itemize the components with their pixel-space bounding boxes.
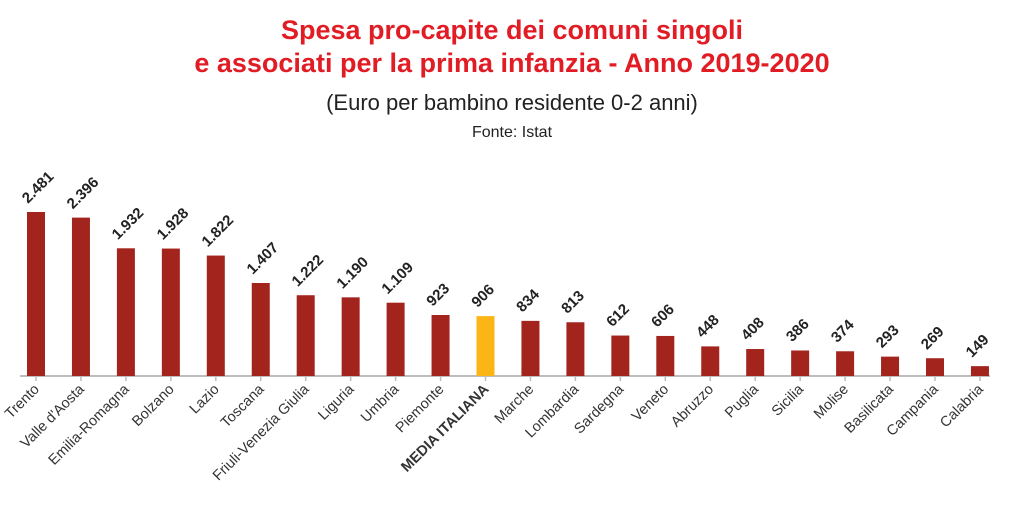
value-label-12: 813	[558, 287, 588, 317]
value-label-3: 1.928	[154, 205, 193, 244]
value-label-4: 1.822	[199, 212, 238, 251]
value-label-18: 374	[828, 316, 858, 346]
bar-17	[791, 350, 810, 376]
value-label-0: 2.481	[19, 168, 58, 207]
bar-14	[656, 335, 675, 376]
chart-subtitle: (Euro per bambino residente 0-2 anni)	[326, 90, 698, 115]
value-label-14: 606	[648, 301, 678, 331]
bar-18	[836, 351, 855, 376]
bar-15	[701, 346, 720, 376]
bar-7	[341, 297, 360, 376]
category-label-17: Sicilia	[769, 381, 808, 420]
bar-10	[476, 316, 495, 376]
value-label-7: 1.190	[333, 254, 372, 293]
category-label-21: Calabria	[937, 381, 987, 431]
category-label-10: MEDIA ITALIANA	[398, 381, 492, 475]
category-label-14: Veneto	[629, 382, 672, 425]
bar-8	[386, 302, 405, 376]
value-label-8: 1.109	[378, 259, 417, 298]
bar-12	[566, 322, 585, 376]
bar-11	[521, 320, 540, 376]
category-label-8: Umbria	[358, 381, 403, 426]
value-label-2: 1.932	[109, 205, 148, 244]
value-label-1: 2.396	[64, 174, 103, 213]
value-label-21: 149	[963, 331, 993, 361]
value-label-19: 293	[873, 322, 903, 352]
value-label-6: 1.222	[289, 251, 328, 290]
category-label-18: Molise	[811, 382, 852, 423]
category-label-11: Marche	[492, 382, 538, 428]
chart-title-line-2: e associati per la prima infanzia - Anno…	[194, 48, 830, 78]
chart-source: Fonte: Istat	[471, 124, 553, 141]
category-label-4: Lazio	[187, 382, 223, 418]
category-label-15: Abruzzo	[668, 382, 717, 431]
bar-3	[161, 248, 180, 376]
value-label-5: 1.407	[244, 239, 283, 278]
bar-16	[746, 349, 765, 376]
category-label-16: Puglia	[722, 381, 762, 421]
category-label-3: Bolzano	[129, 382, 177, 430]
value-label-20: 269	[918, 323, 948, 353]
value-label-16: 408	[738, 314, 768, 344]
value-label-15: 448	[693, 311, 723, 341]
bar-13	[611, 335, 630, 376]
bar-9	[431, 314, 450, 376]
bar-19	[881, 356, 900, 376]
value-label-13: 612	[603, 301, 633, 331]
bar-2	[116, 248, 135, 376]
value-label-10: 906	[468, 281, 498, 311]
value-label-17: 386	[783, 316, 813, 346]
bar-21	[970, 366, 989, 376]
value-label-9: 923	[423, 280, 453, 310]
bar-5	[251, 282, 270, 376]
bar-4	[206, 255, 225, 376]
value-label-11: 834	[513, 286, 543, 316]
bar-0	[27, 212, 45, 376]
chart-title-line-1: Spesa pro-capite dei comuni singoli	[280, 15, 744, 45]
bar-20	[926, 358, 944, 376]
bar-6	[296, 295, 315, 376]
bar-1	[71, 217, 90, 376]
category-label-2: Emilia-Romagna	[46, 381, 134, 469]
category-label-7: Liguria	[315, 381, 358, 424]
category-label-0: Trento	[2, 382, 43, 423]
category-label-13: Sardegna	[571, 381, 627, 437]
